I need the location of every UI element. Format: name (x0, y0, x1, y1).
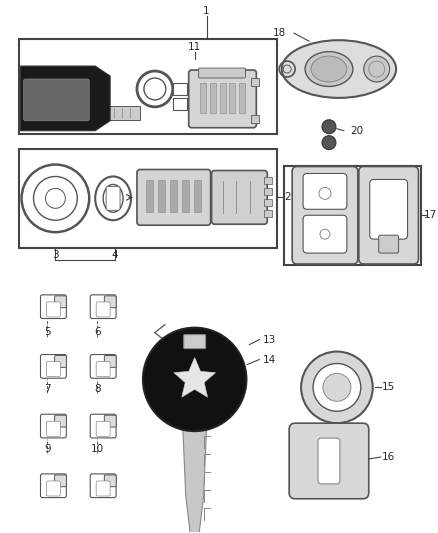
Bar (230, 83, 236, 113)
Bar (264, 211, 272, 217)
Text: 13: 13 (263, 335, 276, 345)
FancyBboxPatch shape (289, 423, 369, 499)
FancyBboxPatch shape (90, 474, 116, 498)
Bar (210, 83, 215, 113)
Text: 2: 2 (284, 192, 290, 203)
Bar (158, 181, 165, 212)
FancyBboxPatch shape (46, 302, 60, 317)
Text: 1: 1 (203, 6, 210, 17)
Bar (240, 83, 245, 113)
Bar (194, 181, 201, 212)
FancyBboxPatch shape (96, 302, 110, 317)
Bar (146, 181, 153, 212)
Text: 16: 16 (382, 452, 395, 462)
FancyBboxPatch shape (55, 475, 67, 487)
FancyBboxPatch shape (55, 296, 67, 308)
FancyBboxPatch shape (40, 354, 66, 378)
Ellipse shape (311, 56, 347, 82)
Bar (173, 83, 187, 95)
FancyBboxPatch shape (24, 79, 89, 121)
Circle shape (322, 120, 336, 134)
Ellipse shape (305, 52, 353, 86)
FancyBboxPatch shape (104, 356, 116, 367)
Bar (251, 115, 259, 123)
Circle shape (313, 364, 361, 411)
FancyBboxPatch shape (40, 295, 66, 319)
Text: 12: 12 (178, 329, 191, 340)
FancyBboxPatch shape (303, 173, 347, 209)
Text: 10: 10 (91, 444, 104, 454)
Ellipse shape (282, 40, 396, 98)
Bar (264, 177, 272, 184)
Polygon shape (174, 358, 215, 397)
Circle shape (143, 328, 247, 431)
FancyBboxPatch shape (46, 361, 60, 377)
Circle shape (364, 56, 390, 82)
FancyBboxPatch shape (40, 414, 66, 438)
Bar (264, 199, 272, 206)
Bar (95, 106, 140, 120)
FancyBboxPatch shape (40, 474, 66, 498)
Text: 14: 14 (263, 354, 276, 365)
Bar (251, 78, 259, 86)
Text: 17: 17 (424, 211, 437, 220)
Text: 18: 18 (272, 28, 286, 38)
FancyBboxPatch shape (104, 296, 116, 308)
FancyBboxPatch shape (90, 295, 116, 319)
Bar (18, 39, 277, 134)
Text: 7: 7 (44, 384, 51, 394)
FancyBboxPatch shape (370, 180, 407, 239)
FancyBboxPatch shape (55, 356, 67, 367)
FancyBboxPatch shape (379, 235, 399, 253)
Bar (18, 149, 277, 248)
Text: 15: 15 (382, 382, 395, 392)
Circle shape (322, 136, 336, 150)
Bar (173, 98, 187, 110)
FancyBboxPatch shape (104, 475, 116, 487)
FancyBboxPatch shape (318, 438, 340, 484)
FancyBboxPatch shape (90, 414, 116, 438)
FancyBboxPatch shape (55, 415, 67, 427)
Polygon shape (21, 66, 110, 131)
Text: 9: 9 (44, 444, 51, 454)
Text: 4: 4 (112, 250, 118, 260)
Bar (264, 188, 272, 196)
Text: 8: 8 (94, 384, 100, 394)
FancyBboxPatch shape (96, 481, 110, 496)
FancyBboxPatch shape (184, 335, 205, 349)
FancyBboxPatch shape (212, 171, 267, 224)
Bar (170, 181, 177, 212)
FancyBboxPatch shape (96, 361, 110, 377)
FancyBboxPatch shape (104, 415, 116, 427)
FancyBboxPatch shape (189, 70, 256, 128)
Circle shape (301, 352, 373, 423)
FancyBboxPatch shape (359, 166, 418, 264)
Bar (182, 181, 189, 212)
Text: 11: 11 (188, 42, 201, 52)
Text: 5: 5 (44, 327, 51, 337)
Text: 6: 6 (94, 327, 100, 337)
Text: 20: 20 (350, 126, 364, 136)
FancyBboxPatch shape (46, 481, 60, 496)
FancyBboxPatch shape (106, 187, 120, 211)
FancyBboxPatch shape (199, 68, 245, 78)
Circle shape (323, 374, 351, 401)
FancyBboxPatch shape (303, 215, 347, 253)
Polygon shape (183, 426, 207, 533)
FancyBboxPatch shape (137, 169, 211, 225)
FancyBboxPatch shape (90, 354, 116, 378)
FancyBboxPatch shape (292, 166, 358, 264)
Text: 3: 3 (52, 250, 59, 260)
FancyBboxPatch shape (46, 421, 60, 437)
FancyBboxPatch shape (96, 421, 110, 437)
Bar (200, 83, 205, 113)
Bar (284, 166, 421, 265)
Bar (219, 83, 226, 113)
